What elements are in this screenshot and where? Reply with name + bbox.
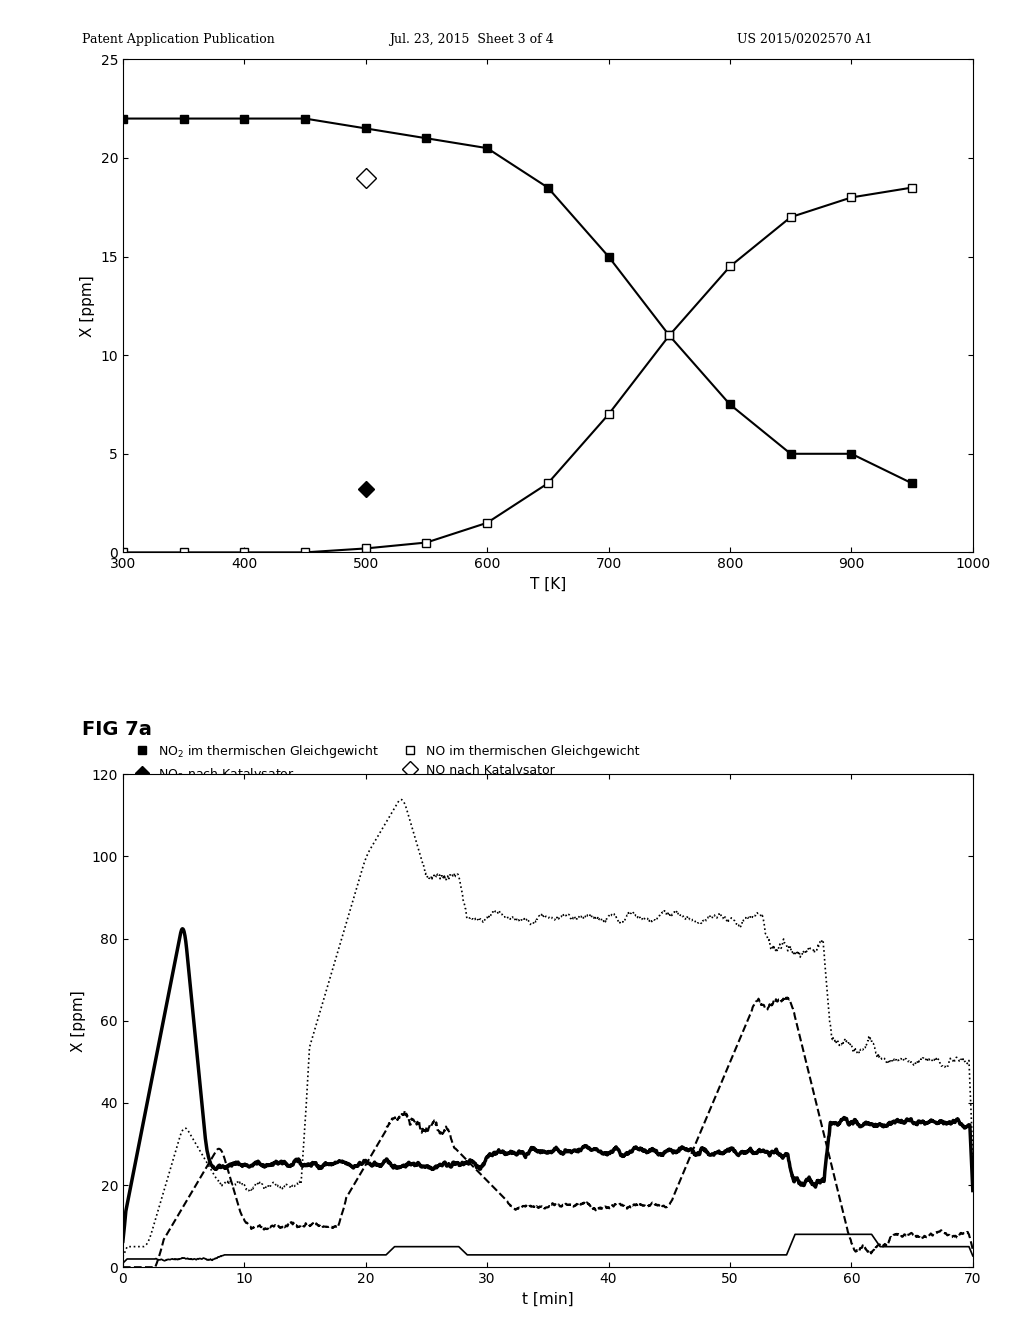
NO (aus) [967,1241,979,1257]
NO$_2$ (aus) [788,1226,801,1242]
NO$_2$ (ein) [942,1114,954,1130]
NO$_2$ (aus) [942,1238,954,1254]
NO$_2$ (aus) [508,1247,520,1263]
Legend: NO$_2$ im thermischen Gleichgewicht, NO$_2$ nach Katalysator, NO im thermischen : NO$_2$ im thermischen Gleichgewicht, NO$… [129,743,640,783]
Text: Jul. 23, 2015  Sheet 3 of 4: Jul. 23, 2015 Sheet 3 of 4 [389,33,554,46]
NO (aus) [160,1228,172,1243]
NO$_2$ (ein) [967,1183,979,1199]
NO$_2$ (aus) [160,1251,172,1267]
Text: US 2015/0202570 A1: US 2015/0202570 A1 [737,33,872,46]
NO$_2$ (aus) [942,1238,954,1254]
NO$_2$ (ein) [508,1144,520,1160]
NO (ein) [395,792,408,808]
Y-axis label: X [ppm]: X [ppm] [71,990,86,1052]
NO (aus) [779,990,792,1006]
NO (aus) [530,1200,543,1216]
NO$_2$ (aus) [530,1247,543,1263]
NO (ein) [942,1056,954,1072]
NO (ein) [508,911,520,927]
NO$_2$ (aus) [786,1234,799,1250]
X-axis label: t [min]: t [min] [522,1291,573,1307]
Text: Patent Application Publication: Patent Application Publication [82,33,274,46]
NO$_2$ (ein) [176,921,188,937]
NO$_2$ (aus) [117,1255,129,1271]
NO$_2$ (ein) [160,998,172,1014]
NO$_2$ (ein) [530,1142,543,1158]
NO (ein) [786,945,799,961]
NO (ein) [160,1175,172,1191]
Line: NO (ein): NO (ein) [123,800,973,1257]
X-axis label: T [K]: T [K] [529,577,566,591]
NO (aus) [117,1259,129,1275]
NO (ein) [530,911,543,927]
NO$_2$ (ein) [117,1233,129,1249]
Line: NO (aus): NO (aus) [123,998,973,1267]
NO (ein) [117,1249,129,1265]
NO (aus) [942,1228,954,1243]
NO (ein) [967,1147,979,1163]
Y-axis label: X [ppm]: X [ppm] [80,275,95,337]
NO (aus) [786,1001,799,1016]
NO$_2$ (ein) [942,1114,954,1130]
NO$_2$ (aus) [967,1247,979,1263]
NO (aus) [942,1226,954,1242]
Line: NO$_2$ (ein): NO$_2$ (ein) [123,929,973,1241]
Line: NO$_2$ (aus): NO$_2$ (aus) [123,1234,973,1263]
Text: FIG 7a: FIG 7a [82,719,152,739]
NO (aus) [508,1201,520,1217]
NO$_2$ (ein) [786,1168,799,1184]
NO (ein) [942,1059,954,1074]
